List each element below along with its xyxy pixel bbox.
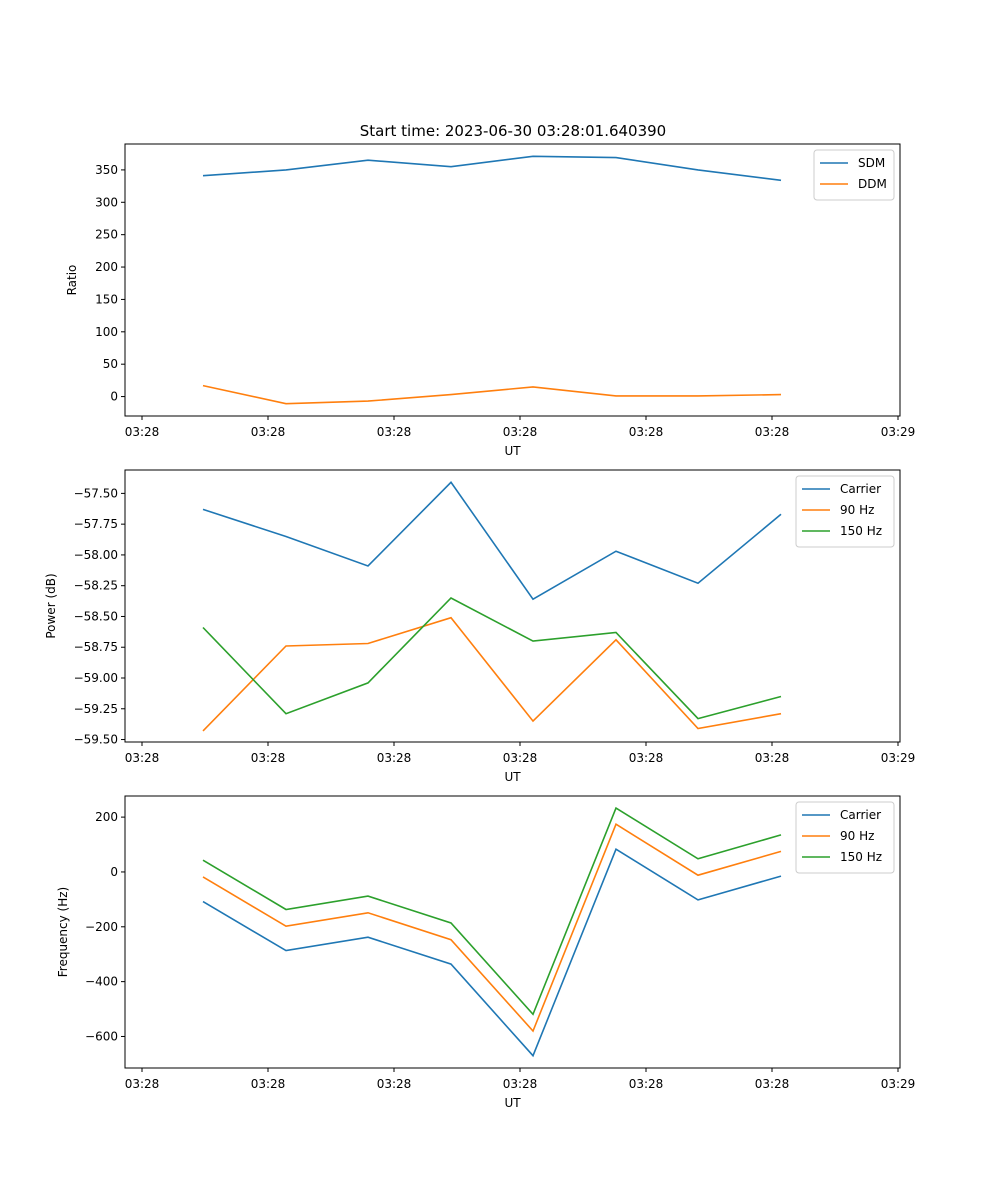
series-line-90-hz: [202, 823, 782, 1033]
x-tick-label: 03:28: [251, 751, 286, 765]
x-tick-label: 03:28: [251, 1077, 286, 1091]
x-tick-label: 03:28: [755, 425, 790, 439]
y-tick-label: −400: [85, 975, 118, 989]
x-tick-label: 03:28: [125, 1077, 160, 1091]
x-axis-label: UT: [504, 444, 521, 458]
series-line-150-hz: [202, 806, 782, 1016]
series-line-sdm: [202, 155, 782, 182]
legend: Carrier 90 Hz 150 Hz: [795, 801, 895, 874]
y-tick-label: −58.00: [74, 548, 118, 562]
x-tick-label: 03:28: [125, 425, 160, 439]
legend: SDM DDM: [813, 149, 895, 201]
x-tick-label: 03:29: [881, 751, 916, 765]
x-tick-label: 03:28: [377, 1077, 412, 1091]
y-tick-label: 200: [95, 810, 118, 824]
x-axis-label: UT: [504, 1096, 521, 1110]
y-tick-label: −58.50: [74, 609, 118, 623]
y-tick-label: 300: [95, 195, 118, 209]
legend-label: 90 Hz: [840, 829, 874, 843]
x-tick-label: 03:28: [377, 425, 412, 439]
legend-box: [795, 801, 895, 874]
x-tick-label: 03:28: [755, 751, 790, 765]
y-tick-label: 200: [95, 260, 118, 274]
series-line-ddm: [202, 384, 782, 405]
y-tick-label: −58.25: [74, 579, 118, 593]
y-tick-label: 350: [95, 163, 118, 177]
axes-frame: [124, 469, 901, 743]
y-tick-label: −58.75: [74, 640, 118, 654]
x-tick-label: 03:28: [629, 751, 664, 765]
y-tick-label: 100: [95, 325, 118, 339]
axes-frame: [124, 143, 901, 417]
x-tick-label: 03:28: [251, 425, 286, 439]
y-tick-label: −200: [85, 920, 118, 934]
legend-label: 90 Hz: [840, 503, 874, 517]
y-tick-label: 50: [103, 357, 118, 371]
series-line-carrier: [202, 848, 782, 1058]
y-axis-label: Frequency (Hz): [56, 887, 70, 978]
x-axis-label: UT: [504, 770, 521, 784]
legend-label: Carrier: [840, 482, 881, 496]
y-tick-label: −57.75: [74, 517, 118, 531]
y-tick-label: 0: [110, 390, 118, 404]
series-line-150-hz: [202, 597, 782, 720]
series-line-90-hz: [202, 616, 782, 732]
x-tick-label: 03:28: [125, 751, 160, 765]
panel-3: 03:28 03:28 03:28 03:28 03:28 03:28 03:29 UT −60…: [56, 795, 916, 1110]
legend-label: SDM: [858, 156, 885, 170]
legend-box: [795, 475, 895, 548]
x-tick-label: 03:28: [629, 425, 664, 439]
panels: 03:28 03:28 03:28 03:28 03:28 03:28 03:29 UT 0 50…: [44, 143, 916, 1110]
y-tick-label: 0: [110, 865, 118, 879]
y-tick-label: −59.50: [74, 733, 118, 747]
x-tick-label: 03:28: [503, 425, 538, 439]
panel-1: 03:28 03:28 03:28 03:28 03:28 03:28 03:29 UT 0 50…: [65, 143, 916, 458]
x-tick-label: 03:28: [503, 1077, 538, 1091]
legend-label: Carrier: [840, 808, 881, 822]
x-tick-label: 03:28: [755, 1077, 790, 1091]
series-line-carrier: [202, 481, 782, 601]
y-tick-label: −57.50: [74, 486, 118, 500]
x-tick-label: 03:29: [881, 425, 916, 439]
x-tick-label: 03:28: [503, 751, 538, 765]
x-tick-label: 03:29: [881, 1077, 916, 1091]
legend-label: 150 Hz: [840, 850, 882, 864]
legend-label: DDM: [858, 177, 887, 191]
y-tick-label: −59.25: [74, 702, 118, 716]
y-tick-label: 150: [95, 292, 118, 306]
axes-frame: [124, 795, 901, 1069]
y-axis-label: Power (dB): [44, 573, 58, 638]
legend: Carrier 90 Hz 150 Hz: [795, 475, 895, 548]
legend-label: 150 Hz: [840, 524, 882, 538]
chart-title: Start time: 2023-06-30 03:28:01.640390: [360, 122, 666, 140]
y-tick-label: −600: [85, 1029, 118, 1043]
y-axis-label: Ratio: [65, 265, 79, 296]
x-tick-label: 03:28: [377, 751, 412, 765]
panel-2: 03:28 03:28 03:28 03:28 03:28 03:28 03:29 UT −59…: [44, 469, 916, 784]
y-tick-label: −59.00: [74, 671, 118, 685]
x-tick-label: 03:28: [629, 1077, 664, 1091]
y-tick-label: 250: [95, 228, 118, 242]
